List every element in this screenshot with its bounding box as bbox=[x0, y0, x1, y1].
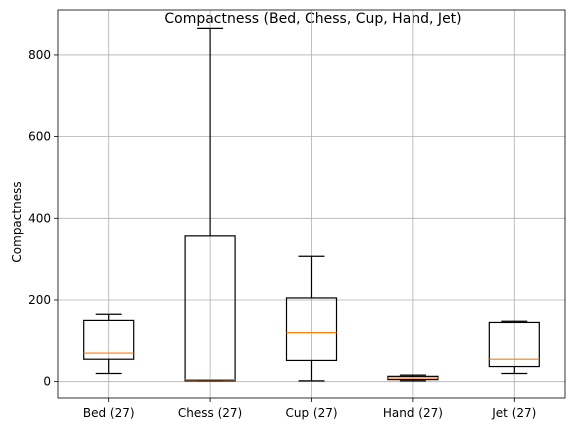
y-tick-label: 800 bbox=[28, 48, 51, 62]
y-tick-label: 200 bbox=[28, 293, 51, 307]
x-tick-label: Chess (27) bbox=[178, 406, 242, 420]
chart-title: Compactness (Bed, Chess, Cup, Hand, Jet) bbox=[164, 11, 461, 27]
box-1 bbox=[83, 313, 135, 375]
x-tick-label: Jet (27) bbox=[491, 406, 536, 420]
box-4 bbox=[387, 374, 439, 382]
box-5 bbox=[488, 320, 540, 375]
box-iqr bbox=[488, 321, 540, 368]
x-tick-label: Cup (27) bbox=[285, 406, 337, 420]
box-iqr bbox=[184, 235, 236, 382]
x-tick-label: Bed (27) bbox=[83, 406, 135, 420]
y-axis-label: Compactness bbox=[10, 181, 24, 262]
x-tick-label: Hand (27) bbox=[383, 406, 443, 420]
box-2 bbox=[184, 27, 236, 382]
box-iqr bbox=[285, 297, 338, 362]
boxes bbox=[83, 27, 540, 382]
box-3 bbox=[285, 255, 338, 382]
y-tick-label: 600 bbox=[28, 130, 51, 144]
box-iqr bbox=[83, 319, 135, 360]
x-ticks: Bed (27) Chess (27) Cup (27) Hand (27) Jet (… bbox=[83, 398, 536, 420]
y-tick-label: 400 bbox=[28, 211, 51, 225]
y-ticks: 0 200 400 600 800 bbox=[28, 48, 58, 389]
y-tick-label: 0 bbox=[43, 375, 51, 389]
